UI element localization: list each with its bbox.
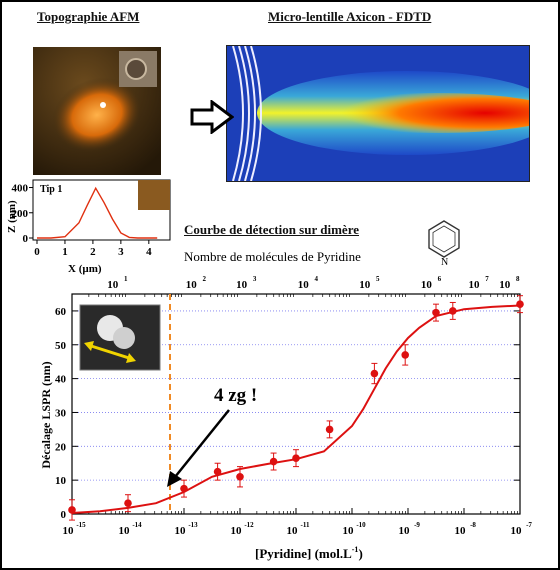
profile-xtick-label: 0 <box>34 246 40 258</box>
profile-ytick-label: 400 <box>12 183 29 195</box>
data-point <box>68 506 76 514</box>
top-tick-label: 10 <box>359 279 371 291</box>
x-tick-exponent: -14 <box>132 521 142 529</box>
fdtd-simulation-image <box>226 45 530 182</box>
x-tick-label: 10 <box>175 525 187 537</box>
top-tick-label: 10 <box>236 279 248 291</box>
data-point <box>292 454 300 462</box>
data-point <box>401 351 410 359</box>
top-tick-exponent: 2 <box>202 275 206 283</box>
profile-xtick-label: 2 <box>90 246 96 258</box>
x-tick-label: 10 <box>511 525 523 537</box>
main-ylabel: Décalage LSPR (nm) <box>39 361 53 468</box>
x-tick-label: 10 <box>287 525 299 537</box>
detection-curve-chart: 10 1 10 2 10 3 10 4 10 5 10 6 10 7 10 8 10 -15 10 -14 10 -13… <box>39 275 532 561</box>
x-tick-exponent: -10 <box>356 521 366 529</box>
x-tick-label: 10 <box>119 525 131 537</box>
svg-text:N: N <box>441 257 448 266</box>
afm-profile-chart: Tip 1 0 1 2 3 4 0 200 400 X (µm) Z (nm) <box>6 179 171 275</box>
x-tick-exponent: -15 <box>76 521 86 529</box>
profile-xlabel: X (µm) <box>68 263 102 275</box>
annotation-text: 4 zg ! <box>214 385 257 406</box>
x-tick-label: 10 <box>455 525 467 537</box>
data-point <box>432 308 440 317</box>
y-tick-label: 0 <box>61 509 67 521</box>
top-tick-label: 10 <box>186 279 198 291</box>
top-tick-label: 10 <box>298 279 310 291</box>
top-tick-exponent: 6 <box>438 275 442 283</box>
top-tick-label: 10 <box>421 279 433 291</box>
x-tick-exponent: -7 <box>526 521 532 529</box>
y-tick-label: 30 <box>55 407 67 419</box>
sem-inset-image <box>79 304 161 371</box>
top-tick-exponent: 8 <box>516 275 520 283</box>
annotation-arrow <box>174 409 230 478</box>
annotation-arrow-head <box>167 471 182 487</box>
input-beam-arrow-icon <box>190 100 234 134</box>
data-point <box>370 369 379 378</box>
top-tick-exponent: 5 <box>376 275 380 283</box>
data-point <box>124 499 132 507</box>
y-tick-label: 10 <box>55 475 67 487</box>
profile-xtick-label: 4 <box>146 246 152 258</box>
data-point <box>213 467 222 476</box>
top-tick-label: 10 <box>107 279 119 291</box>
y-tick-label: 20 <box>55 441 67 453</box>
profile-line <box>37 186 158 239</box>
fit-curve <box>71 304 521 514</box>
x-tick-label: 10 <box>399 525 411 537</box>
top-tick-exponent: 1 <box>124 275 128 283</box>
profile-xtick-label: 3 <box>118 246 124 258</box>
profile-legend: Tip 1 <box>40 184 62 195</box>
y-tick-label: 60 <box>55 306 67 318</box>
profile-ytick-label: 0 <box>23 233 29 245</box>
pyridine-molecule-icon: N <box>428 220 460 266</box>
x-tick-label: 10 <box>63 525 75 537</box>
fdtd-title: Micro-lentille Axicon - FDTD <box>268 9 432 24</box>
top-tick-label: 10 <box>499 279 511 291</box>
x-tick-label: 10 <box>343 525 355 537</box>
x-tick-exponent: -12 <box>244 521 254 529</box>
x-tick-exponent: -9 <box>414 521 420 529</box>
x-tick-label: 10 <box>231 525 243 537</box>
x-tick-exponent: -11 <box>301 521 310 529</box>
afm-topography-image <box>33 47 161 175</box>
top-tick-label: 10 <box>469 279 481 291</box>
top-tick-exponent: 7 <box>485 275 489 283</box>
data-point <box>180 484 188 493</box>
top-tick-exponent: 3 <box>253 275 257 283</box>
data-point <box>449 307 457 315</box>
data-point <box>325 425 334 434</box>
afm-title: Topographie AFM <box>37 9 140 24</box>
profile-xtick-label: 1 <box>62 246 68 258</box>
detection-title: Courbe de détection sur dimère <box>184 222 359 237</box>
data-point <box>516 300 524 308</box>
y-tick-label: 40 <box>55 374 67 386</box>
molecules-axis-label: Nombre de molécules de Pyridine <box>184 249 361 264</box>
x-tick-exponent: -8 <box>470 521 476 529</box>
profile-inset-image <box>138 180 170 210</box>
y-tick-label: 50 <box>55 340 67 352</box>
top-tick-exponent: 4 <box>314 275 318 283</box>
profile-ytick-label: 200 <box>12 208 29 220</box>
profile-ylabel: Z (nm) <box>6 200 18 233</box>
data-point <box>236 472 244 481</box>
data-point <box>269 457 278 466</box>
main-xlabel: [Pyridine] (mol.L-1) <box>255 545 363 561</box>
x-tick-exponent: -13 <box>188 521 198 529</box>
